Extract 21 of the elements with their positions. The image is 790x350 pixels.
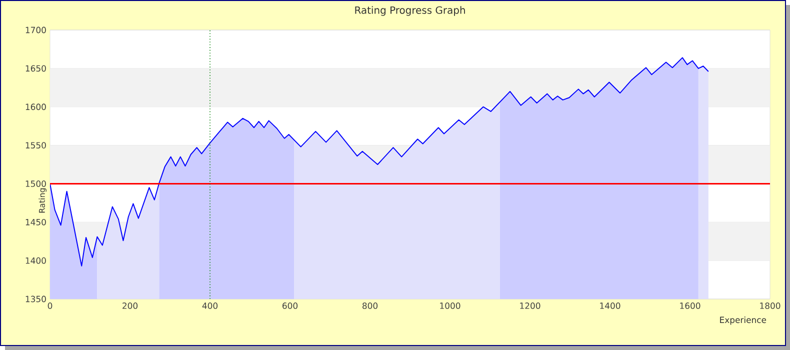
x-tick-label: 1200 xyxy=(520,302,540,309)
y-tick-label: 1650 xyxy=(26,65,46,72)
line-series xyxy=(50,57,709,266)
y-tick-label: 1450 xyxy=(26,218,46,226)
x-tick-label: 800 xyxy=(362,302,378,309)
y-tick-label: 1500 xyxy=(26,180,46,187)
x-axis-title: Experience xyxy=(720,316,766,325)
x-tick-label: 0 xyxy=(48,302,52,309)
y-tick-label: 1400 xyxy=(26,257,46,264)
x-tick-label: 1600 xyxy=(680,302,700,309)
y-tick-label: 1700 xyxy=(26,26,46,34)
y-tick-label: 1600 xyxy=(26,104,46,110)
y-tick-label: 1550 xyxy=(26,142,46,148)
y-tick-label: 1350 xyxy=(26,296,46,302)
x-tick-label: 1000 xyxy=(440,302,460,309)
x-tick-label: 400 xyxy=(202,302,218,309)
chart-title: Rating Progress Graph xyxy=(355,6,465,16)
x-tick-label: 600 xyxy=(282,302,298,309)
x-tick-label: 1400 xyxy=(600,302,620,309)
x-tick-label: 200 xyxy=(122,302,138,309)
x-tick-label: 1800 xyxy=(760,302,780,309)
